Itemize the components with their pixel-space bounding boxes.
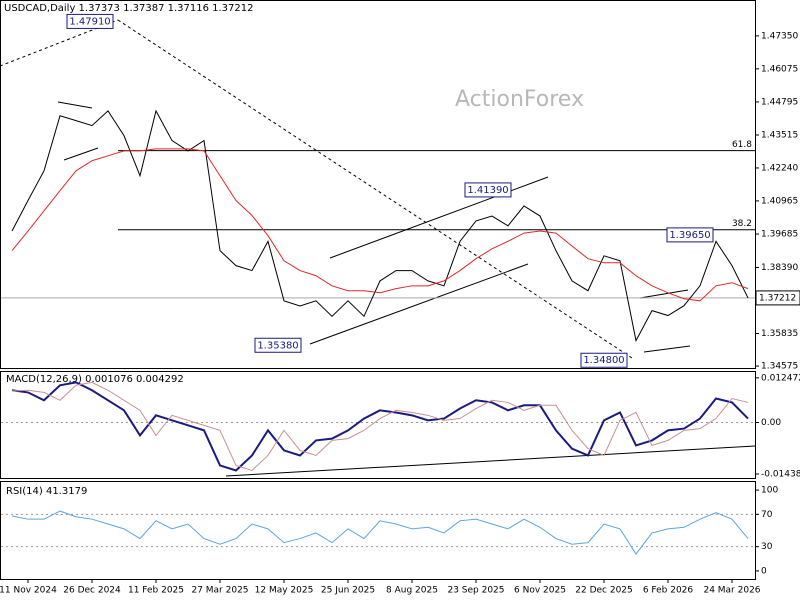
annotation-label: 1.34800 bbox=[583, 355, 624, 366]
series-line bbox=[11, 381, 749, 472]
x-tick-label: 27 Mar 2025 bbox=[191, 586, 248, 596]
y-tick-label: -0.014389 bbox=[761, 470, 800, 480]
annotation-box bbox=[666, 227, 714, 243]
channel-line bbox=[309, 263, 529, 345]
series-line bbox=[11, 381, 749, 472]
y-tick-label: 1.46075 bbox=[761, 64, 798, 74]
y-tick-label: 0.00 bbox=[761, 418, 781, 428]
annotation-label: 1.39650 bbox=[669, 230, 710, 241]
x-tick-label: 11 Feb 2025 bbox=[128, 586, 184, 596]
watermark: ActionForex bbox=[455, 87, 584, 112]
series-line bbox=[11, 510, 749, 555]
macd-frame bbox=[0, 371, 756, 479]
y-tick-label: 1.39685 bbox=[761, 229, 798, 239]
series-line bbox=[11, 148, 749, 302]
annotation-box bbox=[254, 337, 302, 353]
x-tick-label: 6 Feb 2026 bbox=[643, 586, 694, 596]
annotation-label: 1.35380 bbox=[257, 340, 298, 351]
y-tick-label: 1.38390 bbox=[761, 263, 798, 273]
y-tick-label: 1.43515 bbox=[761, 131, 798, 141]
channel-line bbox=[643, 345, 691, 353]
y-tick-label: 1.47350 bbox=[761, 31, 798, 41]
y-tick-label: 1.34575 bbox=[761, 362, 798, 372]
y-tick-label: 30 bbox=[761, 542, 773, 552]
fib-label: 38.2 bbox=[732, 219, 752, 229]
y-tick-label: 0.012472 bbox=[761, 373, 800, 383]
macd-trend-line bbox=[225, 445, 756, 477]
trend-line bbox=[117, 19, 633, 359]
x-tick-label: 24 Mar 2026 bbox=[703, 586, 760, 596]
rsi-title: RSI(14) 41.3179 bbox=[6, 486, 87, 497]
x-tick-label: 25 Jun 2025 bbox=[321, 586, 375, 596]
y-tick-label: 100 bbox=[761, 486, 778, 496]
macd-title: MACD(12,26,9) 0.001076 0.004292 bbox=[6, 374, 184, 385]
annotation-box bbox=[580, 352, 628, 368]
annotation-label: 1.41390 bbox=[467, 185, 508, 196]
y-tick-label: 70 bbox=[761, 510, 773, 520]
chart-title: USDCAD,Daily 1.37373 1.37387 1.37116 1.3… bbox=[4, 3, 254, 14]
fib-label: 61.8 bbox=[732, 140, 752, 150]
channel-line bbox=[639, 289, 689, 299]
y-tick-label: 0 bbox=[761, 566, 767, 576]
annotation-box bbox=[66, 13, 114, 29]
x-tick-label: 8 Aug 2025 bbox=[386, 586, 438, 596]
x-tick-label: 6 Nov 2025 bbox=[514, 586, 566, 596]
x-tick-label: 22 Dec 2025 bbox=[575, 586, 633, 596]
x-tick-label: 26 Dec 2024 bbox=[63, 586, 121, 596]
y-tick-label: 1.40965 bbox=[761, 196, 798, 206]
annotation-box bbox=[464, 182, 512, 198]
annotation-label: 1.47910 bbox=[69, 16, 110, 27]
rsi-frame bbox=[0, 481, 756, 580]
y-tick-label: 1.42240 bbox=[761, 163, 798, 173]
price-frame bbox=[0, 0, 756, 369]
x-tick-label: 23 Sep 2025 bbox=[447, 586, 504, 596]
series-line bbox=[11, 109, 749, 343]
last-price-label: 1.37212 bbox=[759, 293, 796, 303]
x-tick-label: 11 Nov 2024 bbox=[0, 586, 57, 596]
x-tick-label: 12 May 2025 bbox=[255, 586, 314, 596]
channel-line bbox=[63, 147, 99, 161]
channel-line bbox=[57, 101, 93, 109]
channel-line bbox=[329, 176, 549, 259]
y-tick-label: 1.35835 bbox=[761, 329, 798, 339]
last-price-box bbox=[755, 290, 800, 306]
y-tick-label: 1.44795 bbox=[761, 97, 798, 107]
